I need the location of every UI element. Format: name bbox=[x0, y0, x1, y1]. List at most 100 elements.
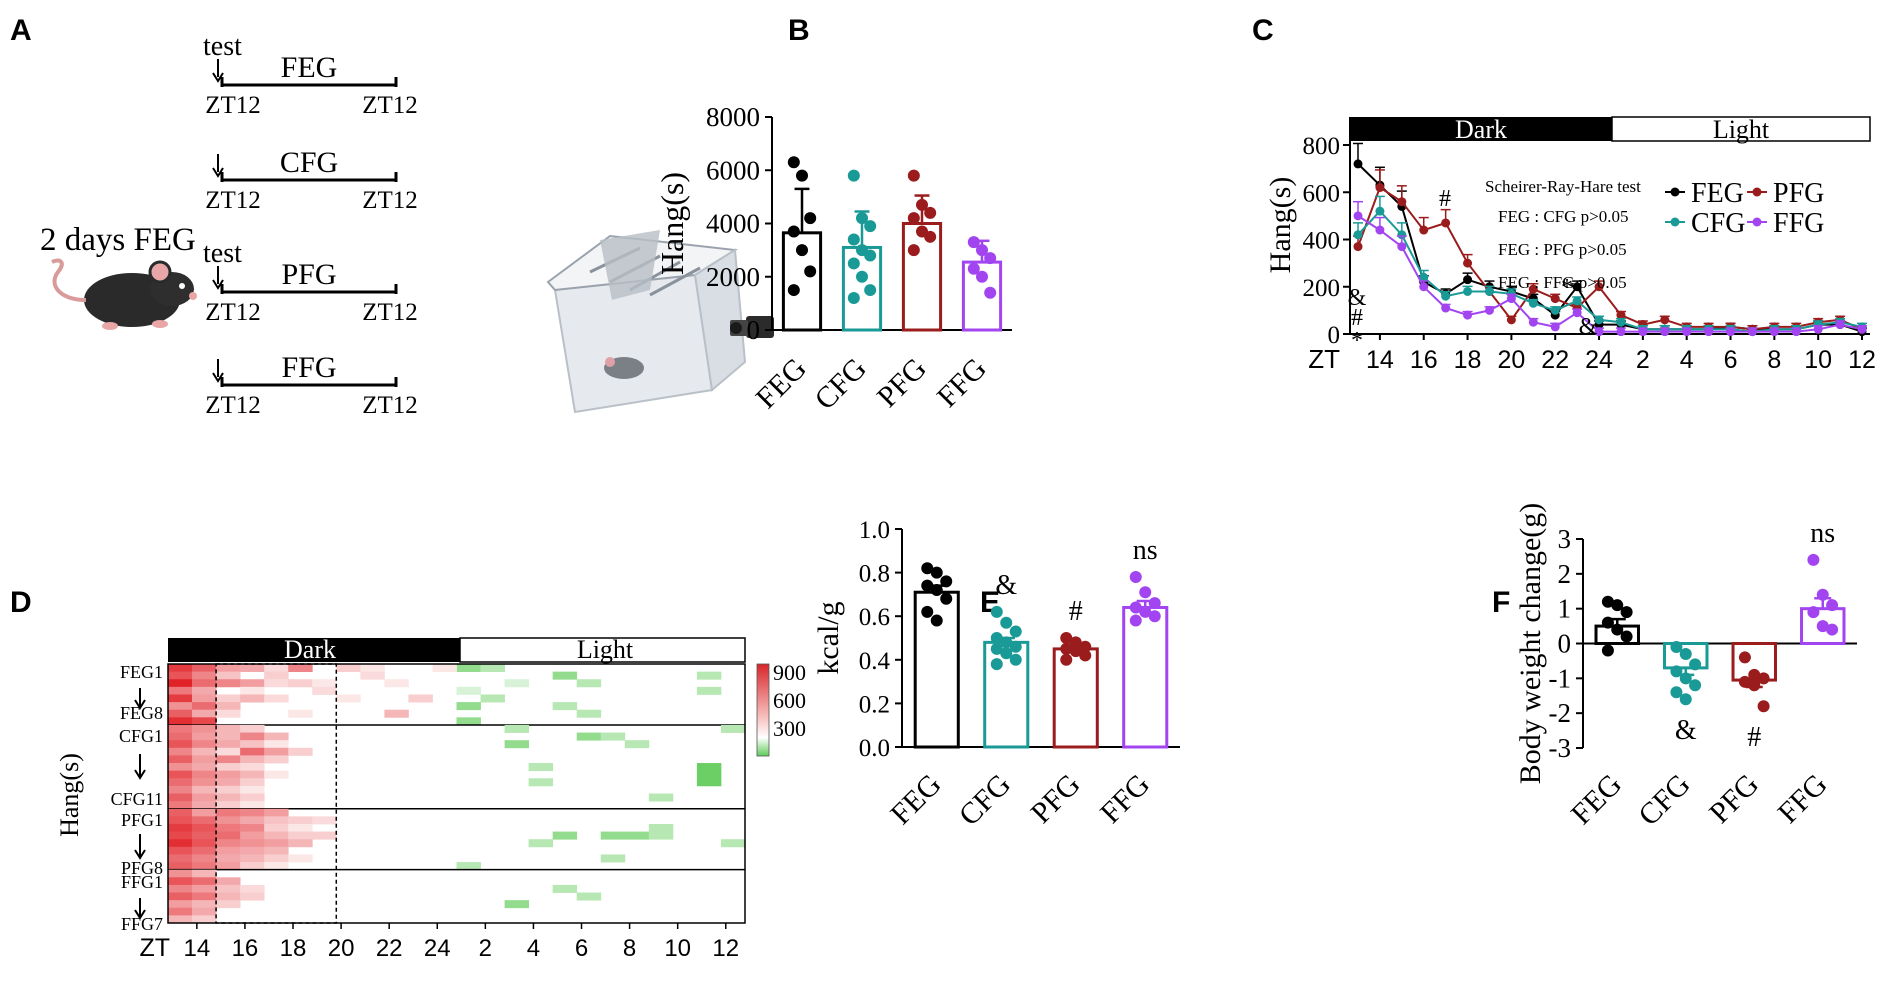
stats-line: FEG : CFG p>0.05 bbox=[1498, 207, 1629, 226]
heat-cell bbox=[168, 671, 193, 680]
heat-cell bbox=[240, 740, 265, 749]
x-tick-label: 2 bbox=[1636, 346, 1650, 374]
data-point bbox=[1670, 640, 1683, 653]
heat-cell bbox=[192, 801, 217, 810]
heat-cell bbox=[456, 664, 481, 673]
heatmap-frame bbox=[167, 663, 746, 924]
heat-cell bbox=[192, 884, 217, 893]
dark-label: Dark bbox=[1455, 115, 1507, 144]
y-axis-label: kcal/g bbox=[812, 601, 845, 674]
data-point bbox=[1704, 327, 1714, 337]
data-point bbox=[1726, 327, 1736, 337]
heat-cell bbox=[360, 671, 385, 680]
panel-label-f: F bbox=[1492, 586, 1510, 619]
heat-cell bbox=[288, 816, 313, 825]
panel-f-bar-chart: -3 -2 -1 0 1 2 3 Body weight change(g) FEG CFG &PF… bbox=[1514, 503, 1857, 832]
y-tick-label: 0 bbox=[1328, 322, 1341, 349]
heat-cell bbox=[168, 839, 193, 848]
data-point bbox=[1679, 693, 1692, 706]
data-point bbox=[864, 220, 877, 233]
heat-cell bbox=[216, 740, 241, 749]
colorbar bbox=[756, 663, 770, 757]
y-tick-label: 2 bbox=[1558, 559, 1572, 589]
stats-title: Scheirer-Ray-Hare test bbox=[1485, 177, 1641, 196]
x-tick-label: CFG bbox=[808, 352, 873, 417]
heat-cell bbox=[504, 724, 530, 733]
data-point bbox=[1616, 310, 1626, 320]
heat-cell bbox=[216, 702, 241, 711]
heat-cell bbox=[312, 679, 337, 688]
heat-cell bbox=[240, 823, 265, 832]
timeline-end-label: ZT12 bbox=[362, 92, 418, 119]
x-tick-label: 14 bbox=[1366, 346, 1394, 374]
y-axis-label: Body weight change(g) bbox=[1514, 503, 1547, 785]
heat-cell bbox=[264, 831, 289, 840]
heat-cell bbox=[456, 862, 481, 871]
heat-cell bbox=[264, 732, 289, 741]
data-point bbox=[1679, 647, 1692, 660]
data-point bbox=[930, 584, 943, 597]
heat-cell bbox=[240, 793, 265, 802]
heat-cell bbox=[168, 816, 193, 825]
data-point bbox=[1738, 651, 1751, 664]
data-point bbox=[1079, 649, 1092, 662]
heat-cell bbox=[456, 686, 481, 695]
data-point bbox=[1816, 620, 1829, 633]
data-point bbox=[1660, 327, 1670, 337]
data-point bbox=[1689, 679, 1702, 692]
heat-cell bbox=[216, 747, 241, 756]
heat-cell bbox=[168, 846, 193, 855]
x-tick-label: 12 bbox=[712, 935, 739, 962]
y-tick-label: 0.8 bbox=[859, 561, 890, 588]
data-point bbox=[1601, 595, 1614, 608]
heat-cell bbox=[264, 755, 289, 764]
x-tick-label: 2 bbox=[479, 935, 492, 962]
data-point bbox=[1069, 636, 1082, 649]
data-point bbox=[804, 265, 817, 278]
mouse-caption: 2 days FEG bbox=[40, 222, 196, 258]
heat-cell bbox=[192, 808, 217, 817]
camera-icon bbox=[730, 316, 774, 338]
heat-cell bbox=[312, 686, 337, 695]
heat-cell bbox=[168, 664, 193, 673]
row-label: FEG8 bbox=[120, 703, 163, 723]
light-period-bar bbox=[1611, 116, 1871, 142]
dark-period-bar bbox=[1350, 117, 1612, 141]
heat-cell bbox=[216, 839, 241, 848]
heat-cell bbox=[168, 763, 193, 772]
data-point bbox=[1528, 317, 1538, 327]
heat-cell bbox=[624, 740, 650, 749]
group-name: CFG bbox=[280, 146, 338, 179]
heat-cell bbox=[288, 747, 313, 756]
data-point bbox=[1419, 282, 1429, 292]
significance-annotation: # bbox=[1351, 305, 1363, 331]
data-point bbox=[1000, 647, 1013, 660]
heat-cell bbox=[192, 694, 217, 703]
data-point bbox=[847, 233, 860, 246]
stats-line: FEG : PFG p>0.05 bbox=[1498, 240, 1627, 259]
heat-cell bbox=[240, 747, 265, 756]
heat-cell bbox=[264, 839, 289, 848]
heat-cell bbox=[600, 831, 626, 840]
heat-cell bbox=[168, 747, 193, 756]
x-tick-label: 6 bbox=[1724, 346, 1738, 374]
data-point bbox=[1397, 242, 1407, 252]
data-point bbox=[1397, 230, 1407, 240]
significance-annotation: & bbox=[1579, 314, 1598, 340]
data-point bbox=[804, 212, 817, 225]
data-point bbox=[1463, 286, 1473, 296]
data-point bbox=[1826, 623, 1839, 636]
heat-cell bbox=[312, 816, 337, 825]
data-point bbox=[907, 244, 920, 257]
arrow-down-icon bbox=[212, 72, 224, 83]
heat-cell bbox=[192, 831, 217, 840]
data-point bbox=[1826, 599, 1839, 612]
heat-cell bbox=[552, 702, 578, 711]
heat-cell bbox=[168, 694, 193, 703]
significance-annotation: ns bbox=[1810, 518, 1835, 549]
heat-cell bbox=[192, 664, 217, 673]
data-point bbox=[1375, 225, 1385, 235]
heat-cell bbox=[576, 679, 602, 688]
y-axis-label: Hang(s) bbox=[1264, 177, 1297, 274]
data-point bbox=[1463, 310, 1473, 320]
